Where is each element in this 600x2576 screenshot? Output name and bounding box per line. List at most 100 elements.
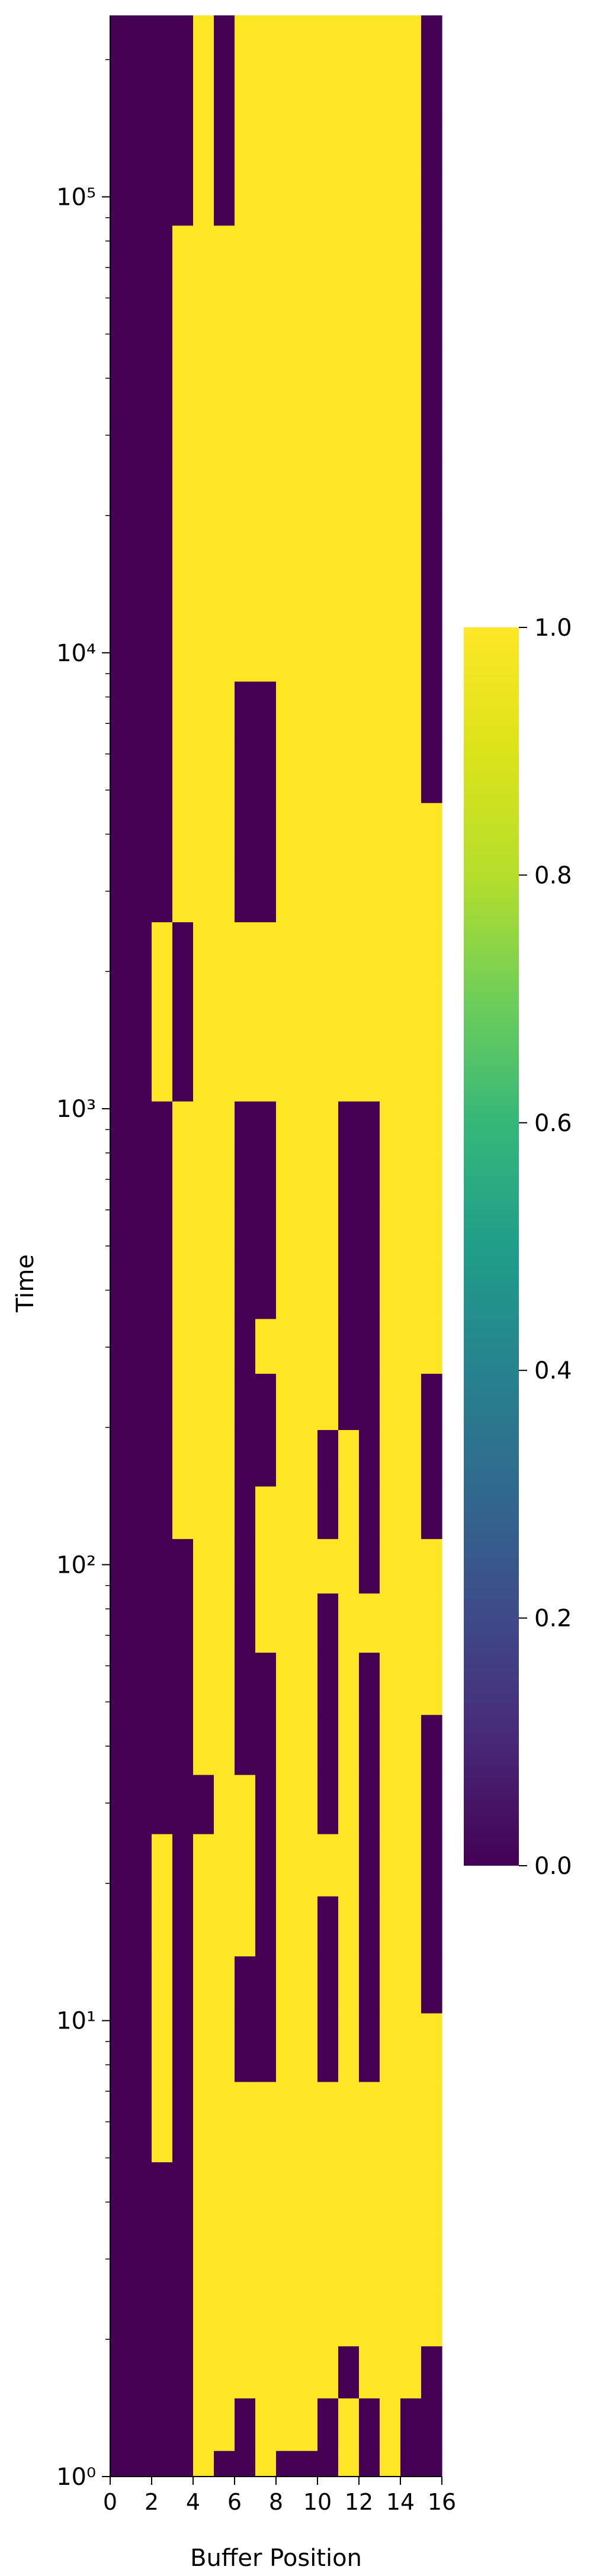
heatmap-cell (359, 803, 380, 864)
heatmap-cell (297, 1429, 318, 1487)
heatmap-cell (255, 1044, 277, 1102)
heatmap-cell (421, 1101, 442, 1155)
heatmap-cell (276, 1101, 297, 1155)
heatmap-cell (152, 461, 173, 519)
heatmap-cell (338, 1101, 360, 1155)
heatmap-cell (235, 1373, 256, 1430)
heatmap-cell (172, 1593, 194, 1653)
heatmap-cell (359, 1429, 380, 1487)
heatmap-cell (172, 1429, 194, 1487)
heatmap-cell (172, 15, 194, 63)
heatmap-cell (317, 346, 339, 407)
heatmap-cell (359, 1593, 380, 1653)
heatmap-cell (421, 1538, 442, 1594)
heatmap-cell (131, 1101, 152, 1155)
heatmap-cell (297, 1775, 318, 1834)
heatmap-cell (214, 1373, 235, 1430)
heatmap-cell (214, 1834, 235, 1896)
heatmap-cell (193, 1373, 214, 1430)
heatmap-cell (214, 1203, 235, 1259)
heatmap-cell (421, 284, 442, 347)
heatmap-cell (317, 1775, 339, 1834)
heatmap-cell (317, 2346, 339, 2398)
heatmap-cell (380, 2290, 401, 2346)
heatmap-cell (255, 346, 277, 407)
heatmap-cell (338, 284, 360, 347)
heatmap-cell (131, 1834, 152, 1896)
heatmap-cell (400, 2398, 422, 2451)
heatmap-cell (235, 1203, 256, 1259)
heatmap-cell (172, 2081, 194, 2163)
y-tick-label: 10⁵ (56, 184, 96, 211)
heatmap-cell (338, 461, 360, 519)
heatmap-cell (255, 1593, 277, 1653)
heatmap-cell (276, 681, 297, 741)
heatmap-cell (110, 862, 131, 923)
y-tick-label: 10⁰ (56, 2464, 96, 2491)
heatmap-cell (380, 626, 401, 682)
heatmap-cell (255, 1258, 277, 1319)
heatmap-cell (421, 2012, 442, 2082)
heatmap-cell (317, 574, 339, 627)
heatmap-cell (297, 2398, 318, 2451)
heatmap-cell (214, 2012, 235, 2082)
heatmap-cell (338, 225, 360, 285)
heatmap-cell (235, 2012, 256, 2082)
heatmap-cell (359, 2162, 380, 2231)
heatmap-cell (235, 1044, 256, 1102)
heatmap-cell (172, 984, 194, 1045)
y-tick-label: 10¹ (56, 2008, 96, 2035)
heatmap-cell (110, 1834, 131, 1896)
heatmap-cell (214, 1956, 235, 2014)
heatmap-cell (338, 1714, 360, 1775)
heatmap-cell (297, 1486, 318, 1540)
heatmap-cell (131, 118, 152, 172)
colorbar-tick-label: 0.4 (534, 1357, 572, 1384)
heatmap-cell (421, 1593, 442, 1653)
heatmap-cell (400, 984, 422, 1045)
heatmap-cell (276, 922, 297, 985)
heatmap-cell (317, 461, 339, 519)
heatmap-cell (380, 1373, 401, 1430)
heatmap-cell (235, 922, 256, 985)
heatmap-cell (110, 225, 131, 285)
heatmap-cell (400, 461, 422, 519)
heatmap-cell (110, 62, 131, 119)
heatmap-cell (359, 2012, 380, 2082)
heatmap-cell (214, 15, 235, 63)
heatmap-cell (421, 1258, 442, 1319)
heatmap-cell (172, 1896, 194, 1957)
heatmap-cells (110, 15, 442, 2477)
colorbar-tick-label: 0.8 (534, 862, 572, 889)
x-tick-label: 16 (428, 2489, 456, 2515)
heatmap-cell (172, 2398, 194, 2451)
heatmap-cell (193, 118, 214, 172)
heatmap-cell (152, 1538, 173, 1594)
heatmap-cell (297, 170, 318, 226)
heatmap-cell (380, 225, 401, 285)
heatmap-cell (338, 574, 360, 627)
heatmap-cell (338, 740, 360, 803)
heatmap-cell (172, 346, 194, 407)
heatmap-cell (214, 118, 235, 172)
heatmap-cell (255, 1373, 277, 1430)
heatmap-cell (297, 2346, 318, 2398)
heatmap-cell (421, 2230, 442, 2290)
heatmap-cell (317, 1203, 339, 1259)
heatmap-cell (214, 574, 235, 627)
heatmap-cell (338, 1486, 360, 1540)
heatmap-cell (193, 1101, 214, 1155)
heatmap-cell (235, 1538, 256, 1594)
heatmap-cell (297, 407, 318, 462)
heatmap-cell (110, 461, 131, 519)
heatmap-cell (338, 1203, 360, 1259)
heatmap-cell (297, 1101, 318, 1155)
heatmap-cell (214, 740, 235, 803)
heatmap-cell (338, 1429, 360, 1487)
heatmap-cell (110, 2162, 131, 2231)
heatmap-cell (421, 803, 442, 864)
heatmap-cell (338, 2230, 360, 2290)
heatmap-cell (172, 681, 194, 741)
heatmap-cell (193, 1593, 214, 1653)
heatmap-cell (235, 2451, 256, 2477)
